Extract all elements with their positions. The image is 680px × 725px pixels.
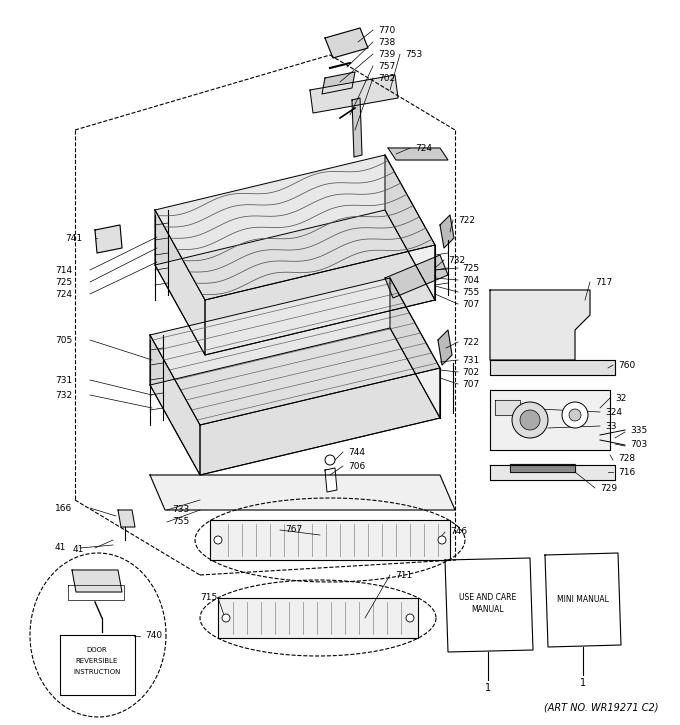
Polygon shape bbox=[210, 520, 450, 560]
Circle shape bbox=[214, 536, 222, 544]
Text: 732: 732 bbox=[55, 391, 72, 399]
Circle shape bbox=[438, 536, 446, 544]
Text: USE AND CARE: USE AND CARE bbox=[460, 594, 517, 602]
Polygon shape bbox=[200, 368, 440, 475]
Text: 731: 731 bbox=[55, 376, 72, 384]
Text: 335: 335 bbox=[630, 426, 647, 434]
Text: 731: 731 bbox=[462, 355, 479, 365]
Polygon shape bbox=[325, 28, 368, 58]
Polygon shape bbox=[445, 558, 533, 652]
Polygon shape bbox=[95, 225, 122, 253]
Text: 717: 717 bbox=[595, 278, 612, 286]
Text: 707: 707 bbox=[462, 299, 479, 309]
Polygon shape bbox=[545, 553, 621, 647]
Polygon shape bbox=[510, 464, 575, 472]
Polygon shape bbox=[150, 278, 440, 425]
Polygon shape bbox=[218, 598, 418, 638]
Text: 41: 41 bbox=[55, 544, 67, 552]
Circle shape bbox=[520, 410, 540, 430]
Text: 722: 722 bbox=[458, 215, 475, 225]
Text: 32: 32 bbox=[615, 394, 626, 402]
Text: 706: 706 bbox=[348, 462, 365, 471]
Text: 41: 41 bbox=[73, 545, 84, 555]
Text: 733: 733 bbox=[172, 505, 189, 515]
Circle shape bbox=[569, 409, 581, 421]
Polygon shape bbox=[325, 468, 337, 492]
Text: 755: 755 bbox=[462, 288, 479, 297]
Text: 724: 724 bbox=[415, 144, 432, 152]
Text: 770: 770 bbox=[378, 25, 395, 35]
Text: 729: 729 bbox=[600, 484, 617, 492]
Text: MANUAL: MANUAL bbox=[472, 605, 505, 615]
Polygon shape bbox=[490, 290, 590, 360]
Polygon shape bbox=[155, 155, 435, 300]
Polygon shape bbox=[150, 328, 440, 475]
Polygon shape bbox=[390, 278, 440, 418]
Circle shape bbox=[325, 455, 335, 465]
Text: 705: 705 bbox=[55, 336, 72, 344]
Circle shape bbox=[222, 614, 230, 622]
Polygon shape bbox=[155, 210, 435, 355]
Text: 725: 725 bbox=[55, 278, 72, 286]
Text: 33: 33 bbox=[605, 421, 617, 431]
Text: INSTRUCTION: INSTRUCTION bbox=[73, 669, 120, 675]
Text: 715: 715 bbox=[200, 594, 217, 602]
Text: 744: 744 bbox=[348, 447, 365, 457]
Text: 746: 746 bbox=[450, 528, 467, 536]
Text: 757: 757 bbox=[378, 62, 395, 70]
Text: 725: 725 bbox=[462, 263, 479, 273]
Polygon shape bbox=[388, 148, 448, 160]
Polygon shape bbox=[490, 465, 615, 480]
Circle shape bbox=[562, 402, 588, 428]
Polygon shape bbox=[385, 155, 435, 300]
Polygon shape bbox=[385, 255, 448, 298]
Polygon shape bbox=[155, 210, 205, 355]
Text: 728: 728 bbox=[618, 454, 635, 463]
Text: 740: 740 bbox=[145, 631, 162, 640]
Polygon shape bbox=[205, 245, 435, 355]
Text: 702: 702 bbox=[462, 368, 479, 376]
Text: 324: 324 bbox=[605, 407, 622, 416]
Polygon shape bbox=[150, 335, 200, 475]
Text: REVERSIBLE: REVERSIBLE bbox=[75, 658, 118, 664]
Polygon shape bbox=[490, 390, 610, 450]
Text: 711: 711 bbox=[395, 571, 412, 579]
Text: 732: 732 bbox=[448, 255, 465, 265]
Text: 703: 703 bbox=[630, 439, 647, 449]
Text: 724: 724 bbox=[55, 289, 72, 299]
Text: 707: 707 bbox=[462, 379, 479, 389]
Text: 760: 760 bbox=[618, 360, 635, 370]
Polygon shape bbox=[440, 215, 454, 248]
Polygon shape bbox=[60, 635, 135, 695]
Text: 755: 755 bbox=[172, 518, 189, 526]
Text: MINI MANUAL: MINI MANUAL bbox=[557, 595, 609, 605]
Text: 1: 1 bbox=[580, 678, 586, 688]
Text: 714: 714 bbox=[55, 265, 72, 275]
Polygon shape bbox=[495, 400, 520, 415]
Text: 739: 739 bbox=[378, 49, 395, 59]
Text: DOOR: DOOR bbox=[86, 647, 107, 653]
Text: 716: 716 bbox=[618, 468, 635, 476]
Text: 166: 166 bbox=[55, 503, 72, 513]
Polygon shape bbox=[150, 475, 455, 510]
Text: 1: 1 bbox=[485, 683, 491, 693]
Text: 738: 738 bbox=[378, 38, 395, 46]
Text: 741: 741 bbox=[65, 233, 82, 242]
Text: (ART NO. WR19271 C2): (ART NO. WR19271 C2) bbox=[543, 702, 658, 712]
Polygon shape bbox=[322, 72, 355, 94]
Polygon shape bbox=[438, 330, 452, 365]
Polygon shape bbox=[118, 510, 135, 527]
Polygon shape bbox=[310, 75, 398, 113]
Circle shape bbox=[512, 402, 548, 438]
Polygon shape bbox=[72, 570, 122, 592]
Polygon shape bbox=[490, 360, 615, 375]
Circle shape bbox=[406, 614, 414, 622]
Text: 753: 753 bbox=[405, 49, 422, 59]
Text: 722: 722 bbox=[462, 338, 479, 347]
Text: 704: 704 bbox=[462, 276, 479, 284]
Text: 767: 767 bbox=[285, 526, 302, 534]
Text: 702: 702 bbox=[378, 73, 395, 83]
Polygon shape bbox=[352, 98, 362, 157]
